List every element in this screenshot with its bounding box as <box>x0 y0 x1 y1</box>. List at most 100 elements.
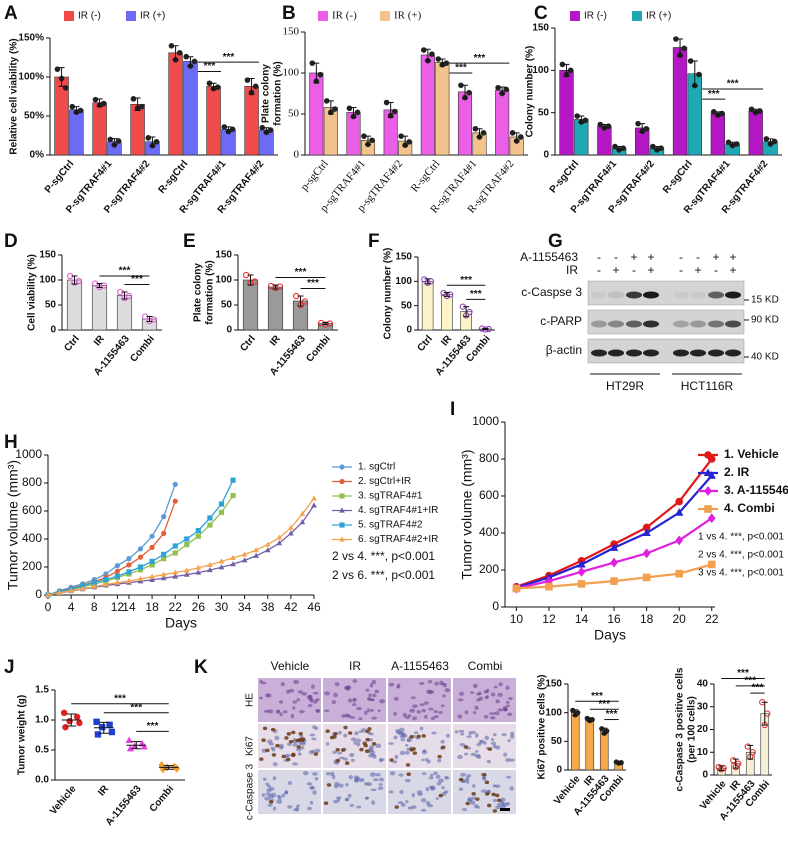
x-tick-label: 14 <box>575 612 589 626</box>
nucleus <box>465 779 470 784</box>
blot-band <box>591 320 607 328</box>
data-point <box>264 541 271 547</box>
nucleus <box>280 682 285 687</box>
treatment-sign: + <box>647 250 654 264</box>
nucleus <box>336 797 341 802</box>
nucleus <box>352 697 357 701</box>
legend-swatch <box>64 11 74 21</box>
y-tick-label: 0.0 <box>35 775 49 786</box>
nucleus <box>370 772 376 777</box>
y-axis-label: (per 100 cells) <box>687 696 698 763</box>
legend-label: 3. A-1155463 <box>724 483 788 497</box>
error-bar <box>439 58 446 67</box>
error-bar <box>163 765 174 770</box>
nucleus <box>265 792 271 796</box>
bar <box>206 86 221 156</box>
bar <box>309 72 324 156</box>
data-point <box>309 60 316 66</box>
nucleus <box>476 754 482 759</box>
nucleus <box>267 803 273 807</box>
data-point <box>149 562 155 568</box>
nucleus <box>459 743 466 747</box>
nucleus <box>481 776 486 780</box>
nucleus <box>424 714 428 719</box>
blot-band <box>643 349 659 357</box>
nucleus <box>262 777 267 781</box>
error-bar <box>513 132 520 142</box>
nucleus <box>292 706 296 710</box>
data-point <box>230 561 236 567</box>
bar <box>585 719 595 771</box>
data-point <box>218 509 225 515</box>
data-point <box>311 502 317 508</box>
stained-nucleus <box>288 739 294 744</box>
significance-label: *** <box>752 683 764 694</box>
nucleus <box>460 732 465 736</box>
error-bar <box>98 721 109 734</box>
row-label: c-Caspase 3 <box>245 763 256 820</box>
error-bar <box>187 56 194 67</box>
nucleus <box>437 758 442 763</box>
group-label: HCT116R <box>681 379 734 393</box>
nucleus <box>365 688 370 692</box>
nucleus <box>347 698 353 703</box>
nucleus <box>405 800 409 804</box>
stained-nucleus <box>465 801 470 806</box>
error-bar <box>248 78 255 95</box>
blot-band <box>690 320 706 328</box>
legend-marker <box>339 507 345 513</box>
nucleus <box>430 716 435 721</box>
data-point <box>172 569 179 575</box>
legend-label: IR (+) <box>140 11 165 22</box>
error-bar <box>172 45 179 61</box>
y-tick-label: 40 <box>697 679 709 690</box>
nucleus <box>490 741 497 745</box>
stained-nucleus <box>458 777 464 782</box>
nucleus <box>510 731 515 736</box>
y-axis-label: Ki67 positive cells (%) <box>537 674 548 779</box>
data-point <box>317 71 324 78</box>
nucleus <box>429 773 434 777</box>
nucleus <box>497 692 503 697</box>
data-point <box>253 552 260 558</box>
y-tick-label: 1.0 <box>35 715 49 726</box>
nucleus <box>355 776 361 780</box>
error-bar <box>691 60 698 87</box>
bar <box>92 102 107 156</box>
error-bar <box>718 765 725 771</box>
data-point <box>597 121 604 128</box>
data-point <box>75 277 82 285</box>
data-point <box>114 563 120 569</box>
data-point <box>102 581 109 587</box>
nucleus <box>307 806 312 811</box>
nucleus <box>421 708 426 713</box>
significance-label: *** <box>147 721 159 732</box>
nucleus <box>258 696 264 700</box>
data-point <box>299 519 306 525</box>
data-point <box>725 139 732 146</box>
nucleus <box>457 698 464 702</box>
data-point <box>276 540 283 546</box>
data-point <box>149 558 155 564</box>
data-point <box>574 113 580 119</box>
y-tick-label: 1.5 <box>35 685 49 696</box>
data-point <box>495 84 501 91</box>
nucleus <box>412 704 418 709</box>
error-bar <box>586 717 593 722</box>
data-point <box>114 579 121 585</box>
error-bar <box>322 322 329 325</box>
nucleus <box>282 710 288 714</box>
nucleus <box>427 679 433 684</box>
nucleus <box>445 733 450 738</box>
legend-label: 6. sgTRAF4#2+IR <box>358 534 438 545</box>
nucleus <box>295 748 302 752</box>
legend-label: 1. sgCtrl <box>358 462 395 473</box>
nucleus <box>297 690 304 694</box>
data-point <box>259 124 266 131</box>
significance-label: *** <box>708 89 720 100</box>
x-tick-label: 22 <box>169 600 183 614</box>
nucleus <box>292 743 298 747</box>
nucleus <box>366 708 371 713</box>
nucleus <box>279 712 283 717</box>
x-tick-label: Vehicle <box>48 783 79 817</box>
